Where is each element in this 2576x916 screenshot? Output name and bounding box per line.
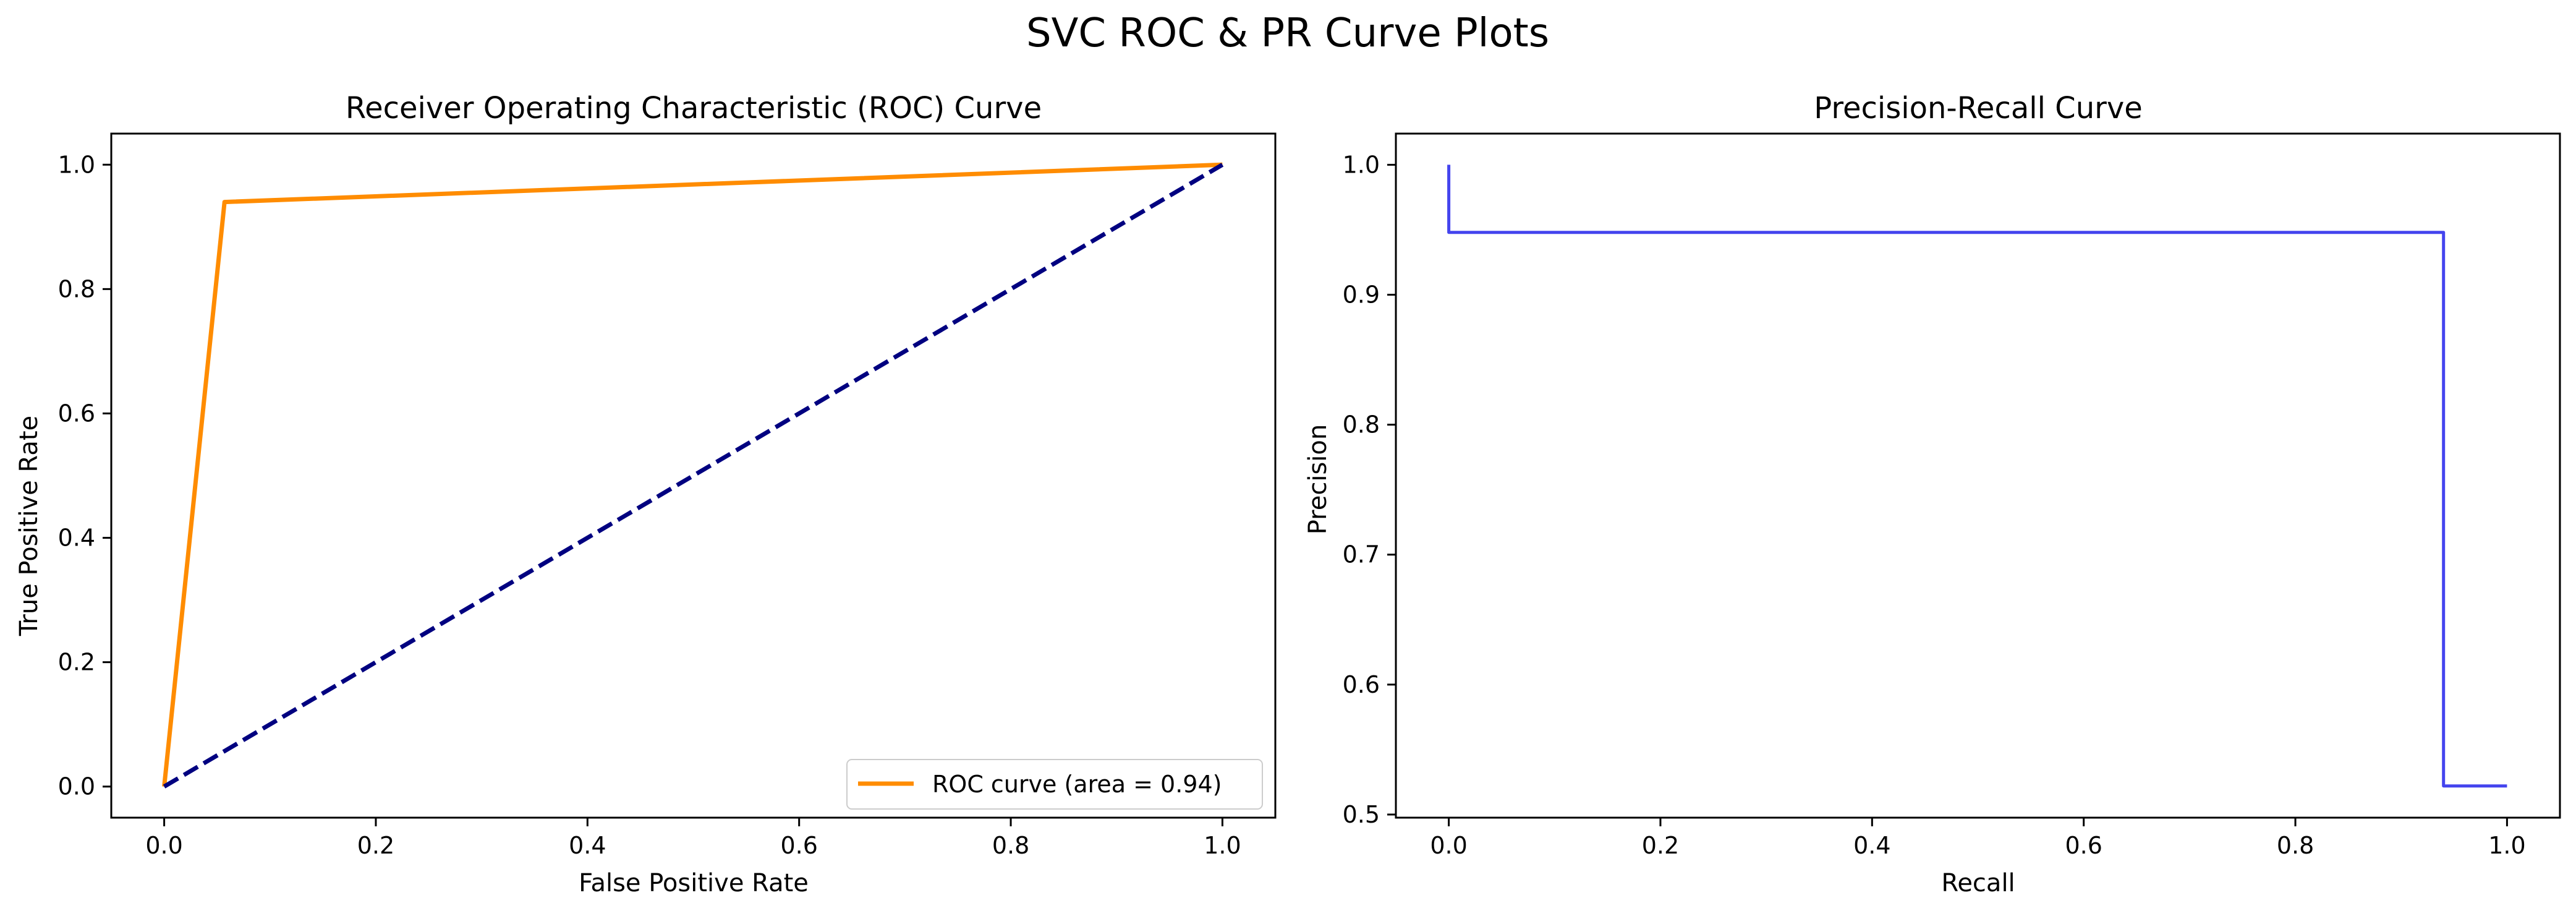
pr-chart-title: Precision-Recall Curve <box>1814 91 2143 126</box>
roc-y-tick-label: 0.2 <box>58 649 95 676</box>
pr-y-tick-label: 1.0 <box>1343 151 1380 178</box>
roc-chart-title: Receiver Operating Characteristic (ROC) … <box>346 91 1042 126</box>
roc-y-tick-label: 0.0 <box>58 773 95 800</box>
pr-y-tick-label: 0.5 <box>1343 801 1380 828</box>
roc-x-tick-label: 1.0 <box>1204 832 1241 859</box>
roc-series-line-0 <box>162 162 1223 787</box>
pr-ticks: 0.0 0.2 0.4 0.6 0.8 1.0 0.5 0.6 0.7 0.8 0.9 1.0 <box>1343 151 2526 859</box>
pr-chart: Precision-Recall Curve Recall Precision … <box>1304 91 2561 897</box>
roc-y-tick-label: 0.4 <box>58 524 95 552</box>
roc-series-line-1 <box>163 163 1224 789</box>
roc-y-axis-label: True Positive Rate <box>15 416 43 636</box>
roc-chart: Receiver Operating Characteristic (ROC) … <box>15 91 1277 897</box>
pr-y-tick-label: 0.9 <box>1343 281 1380 309</box>
pr-x-tick-label: 1.0 <box>2488 832 2525 859</box>
pr-y-tick-label: 0.7 <box>1343 541 1380 568</box>
pr-series-line-0 <box>1447 165 2507 788</box>
pr-y-tick-label: 0.8 <box>1343 411 1380 439</box>
pr-y-axis-label: Precision <box>1304 424 1332 534</box>
pr-axes-frame <box>1395 132 2561 819</box>
roc-legend: ROC curve (area = 0.94) <box>846 759 1263 810</box>
pr-plot-area <box>1447 165 2507 788</box>
pr-x-tick-label: 0.2 <box>1642 832 1679 859</box>
roc-axes-frame <box>110 132 1277 819</box>
roc-x-axis-label: False Positive Rate <box>579 869 809 897</box>
pr-x-tick-label: 0.6 <box>2065 832 2102 859</box>
pr-x-tick-label: 0.0 <box>1430 832 1467 859</box>
roc-x-tick-label: 0.6 <box>780 832 817 859</box>
roc-legend-box <box>846 759 1263 810</box>
roc-x-tick-label: 0.4 <box>569 832 606 859</box>
roc-ticks: 0.0 0.2 0.4 0.6 0.8 1.0 0.0 0.2 0.4 0.6 0.8 1.0 <box>58 151 1241 859</box>
pr-x-tick-label: 0.4 <box>1853 832 1890 859</box>
pr-x-tick-label: 0.8 <box>2277 832 2314 859</box>
pr-y-tick-label: 0.6 <box>1343 671 1380 698</box>
figure-suptitle: SVC ROC & PR Curve Plots <box>1026 11 1549 56</box>
roc-x-tick-label: 0.0 <box>145 832 182 859</box>
roc-y-tick-label: 0.6 <box>58 400 95 427</box>
roc-y-tick-label: 1.0 <box>58 151 95 178</box>
roc-plot-area <box>162 162 1224 789</box>
roc-y-tick-label: 0.8 <box>58 275 95 302</box>
roc-legend-label: ROC curve (area = 0.94) <box>932 771 1222 798</box>
roc-x-tick-label: 0.8 <box>992 832 1029 859</box>
pr-x-axis-label: Recall <box>1941 869 2015 897</box>
roc-x-tick-label: 0.2 <box>357 832 394 859</box>
